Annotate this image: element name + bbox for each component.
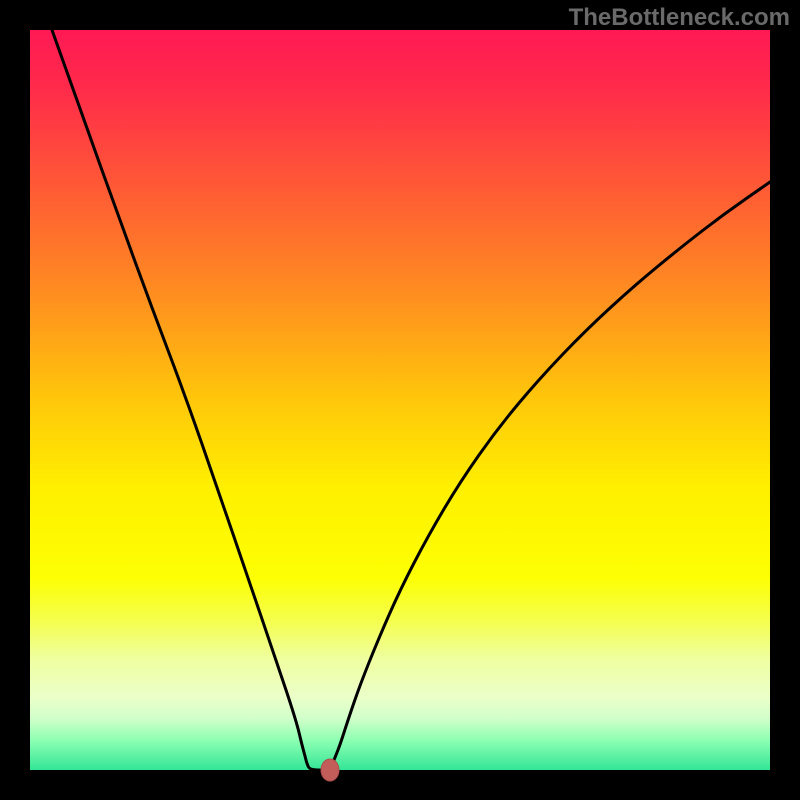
chart-container: TheBottleneck.com — [0, 0, 800, 800]
bottleneck-chart — [0, 0, 800, 800]
watermark-text: TheBottleneck.com — [569, 4, 790, 32]
minimum-marker — [321, 759, 339, 781]
gradient-background — [30, 30, 770, 770]
